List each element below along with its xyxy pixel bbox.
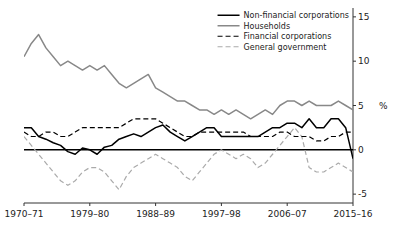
x-tick [353, 203, 354, 206]
x-tick-label: 2015–16 [334, 209, 373, 219]
y-tick [353, 194, 356, 195]
y-tick-label: 15 [358, 12, 369, 22]
series-line [24, 35, 353, 119]
y-tick-label: 0 [358, 145, 364, 155]
y-tick-label: 10 [358, 56, 370, 66]
legend-swatch [218, 15, 240, 17]
y-tick [353, 149, 356, 150]
x-tick [89, 203, 90, 206]
x-tick-label: 1979–80 [70, 209, 109, 219]
y-tick [353, 16, 356, 17]
x-tick [24, 203, 25, 206]
legend-label: Financial corporations [244, 32, 332, 41]
y-tick-label: 5 [358, 101, 364, 111]
x-tick-label: 1970–71 [5, 209, 44, 219]
x-tick-label: 2006–07 [268, 209, 307, 219]
y-tick [353, 105, 356, 106]
legend-label: Non-financial corporations [244, 11, 349, 20]
legend-swatch [218, 36, 240, 37]
y-axis-label: % [379, 101, 388, 111]
legend-label: General government [244, 43, 327, 52]
legend-swatch [218, 46, 240, 47]
chart: 1970–71 1979–80 1988–89 1997–98 2006–07 2015–… [0, 0, 397, 227]
x-tick [287, 203, 288, 206]
x-axis-line [24, 203, 353, 204]
legend: Non-financial corporations HouseholdsFina… [218, 11, 349, 52]
x-tick [221, 203, 222, 206]
zero-line [24, 149, 353, 151]
legend-swatch [218, 25, 240, 27]
x-tick-label: 1988–89 [136, 209, 175, 219]
x-tick [155, 203, 156, 206]
series-line [24, 119, 353, 141]
series-line [24, 119, 353, 159]
y-tick [353, 61, 356, 62]
plot-area [24, 35, 353, 190]
x-tick-label: 1997–98 [202, 209, 241, 219]
legend-label: Households [244, 22, 291, 31]
y-tick-label: -5 [358, 189, 367, 199]
